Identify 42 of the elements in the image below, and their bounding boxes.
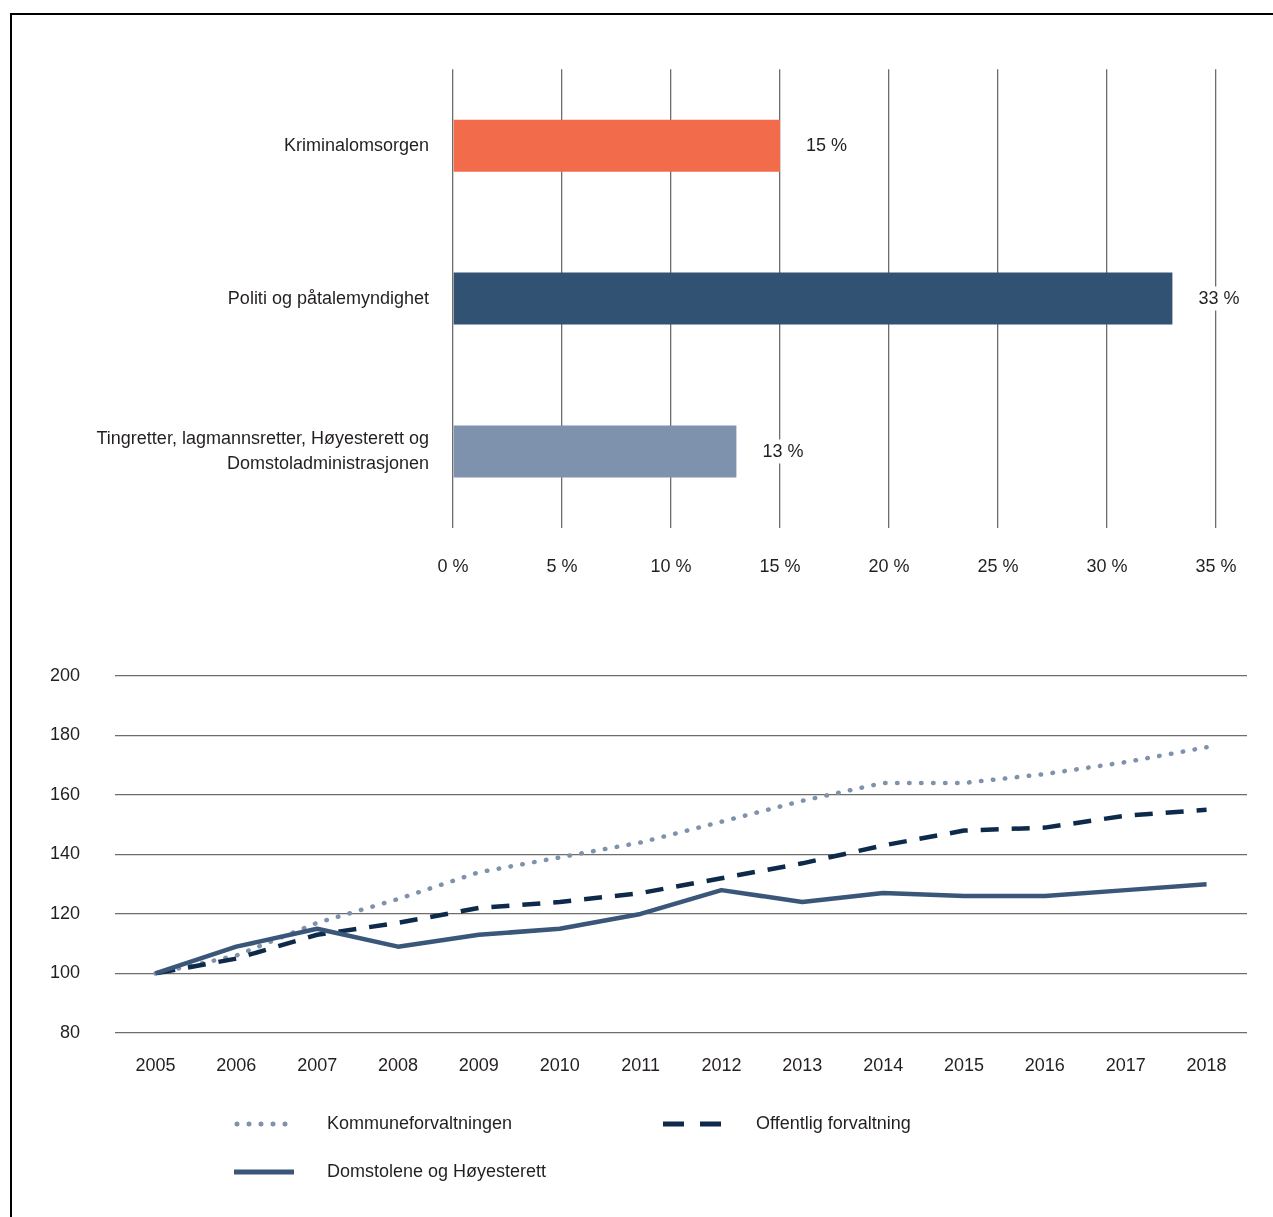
x-tick-label: 2010: [539, 1054, 580, 1075]
y-tick-label: 80: [59, 1021, 80, 1042]
x-tick-label: 2006: [216, 1054, 257, 1075]
x-tick-label: 10 %: [650, 555, 692, 576]
legend-label: Kommuneforvaltningen: [327, 1112, 513, 1133]
y-tick-label: 200: [49, 664, 80, 685]
x-tick-label: 2009: [458, 1054, 499, 1075]
x-tick-label: 20 %: [868, 555, 910, 576]
x-tick-label: 2014: [863, 1054, 904, 1075]
y-tick-label: 180: [49, 724, 80, 745]
x-tick-label: 2005: [135, 1054, 176, 1075]
y-tick-label: 160: [49, 783, 80, 804]
x-tick-label: 2013: [782, 1054, 823, 1075]
y-tick-label: Kriminalomsorgen: [283, 134, 429, 155]
bar: [453, 119, 780, 172]
y-tick-label: 120: [49, 902, 80, 923]
y-tick-label: 140: [49, 843, 80, 864]
x-tick-label: 2015: [943, 1054, 985, 1075]
x-tick-label: 35 %: [1195, 555, 1237, 576]
y-tick-label: 100: [49, 962, 80, 983]
x-tick-label: 2018: [1186, 1054, 1227, 1075]
line-series: [153, 744, 1209, 976]
data-label: 15 %: [806, 134, 848, 155]
data-label: 13 %: [762, 440, 804, 461]
x-tick-label: 0 %: [437, 555, 469, 576]
x-tick-label: 15 %: [759, 555, 801, 576]
legend-label: Domstolene og Høyesterett: [327, 1160, 547, 1181]
x-tick-label: 2016: [1024, 1054, 1065, 1075]
bar: [453, 272, 1173, 325]
x-tick-label: 25 %: [977, 555, 1019, 576]
x-tick-label: 5 %: [546, 555, 578, 576]
y-tick-label: Politi og påtalemyndighet: [227, 287, 429, 308]
y-tick-label: Tingretter, lagmannsretter, Høyesterett og Domstoladministrasjonen: [96, 427, 429, 474]
data-label: 33 %: [1198, 287, 1240, 308]
bar: [453, 425, 737, 478]
x-tick-label: 2012: [701, 1054, 742, 1075]
x-tick-label: 2017: [1105, 1054, 1146, 1075]
x-tick-label: 2008: [377, 1054, 419, 1075]
legend-label: Offentlig forvaltning: [756, 1112, 911, 1133]
x-tick-label: 2007: [297, 1054, 338, 1075]
x-tick-label: 30 %: [1086, 555, 1128, 576]
x-tick-label: 2011: [621, 1054, 660, 1075]
